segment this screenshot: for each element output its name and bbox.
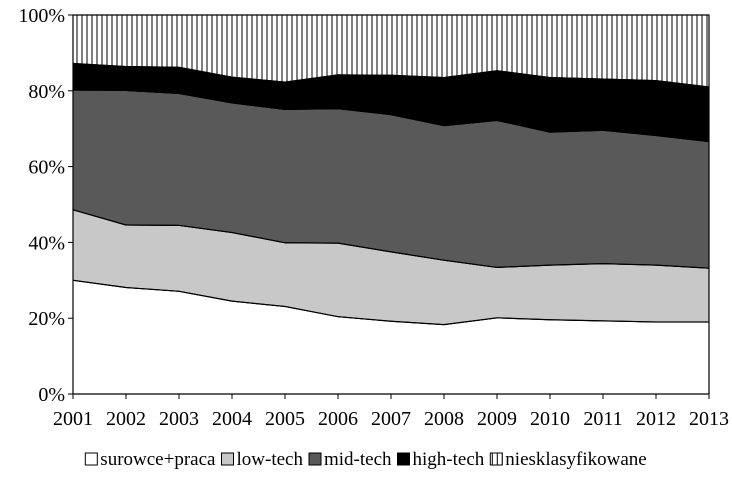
y-tick-label: 80%: [28, 81, 65, 103]
x-tick-label: 2005: [265, 408, 305, 430]
x-tick-label: 2006: [318, 408, 358, 430]
legend-item: mid-tech: [308, 449, 392, 470]
legend-swatch: [397, 452, 410, 466]
legend-swatch: [489, 452, 503, 466]
x-tick-labels: 2001 2002 2003 2004 2005 2006 2007 2008 2009 2010…: [53, 408, 729, 430]
x-tick-label: 2001: [53, 408, 93, 430]
legend-label: mid-tech: [324, 449, 392, 470]
x-tick-label: 2010: [530, 408, 570, 430]
y-tick-label: 40%: [28, 232, 65, 254]
legend-swatch: [221, 452, 234, 466]
series-boundary-line: [72, 62, 710, 88]
legend-item: surowce+praca: [84, 449, 216, 470]
legend-label: high-tech: [413, 449, 485, 470]
axes-layer: [68, 14, 710, 399]
legend-label: low-tech: [237, 449, 304, 470]
legend-item: high-tech: [397, 449, 485, 470]
x-tick-label: 2004: [212, 408, 252, 430]
x-tick-label: 2008: [424, 408, 464, 430]
areas-layer: [72, 14, 710, 395]
series-boundary-line: [72, 89, 710, 143]
x-tick-label: 2009: [477, 408, 517, 430]
x-tick-label: 2002: [106, 408, 146, 430]
legend-swatch: [84, 452, 98, 466]
x-tick-label: 2011: [583, 408, 622, 430]
x-tick-label: 2012: [636, 408, 676, 430]
y-tick-labels: 0% 20% 40% 60% 80% 100%: [18, 5, 65, 406]
legend: surowce+praca low-tech mid-tech high-tech ni…: [84, 449, 647, 470]
y-tick-label: 60%: [28, 157, 65, 179]
legend-label: surowce+praca: [100, 449, 216, 470]
y-tick-label: 100%: [18, 5, 65, 27]
legend-item: niesklasyfikowane: [489, 449, 647, 470]
y-tick-label: 0%: [38, 384, 65, 406]
series-boundary-line: [72, 209, 710, 269]
x-tick-label: 2013: [689, 408, 729, 430]
legend-item: low-tech: [221, 449, 304, 470]
x-tick-label: 2007: [371, 408, 411, 430]
x-tick-label: 2003: [159, 408, 199, 430]
y-tick-label: 20%: [28, 308, 65, 330]
legend-swatch: [308, 452, 322, 466]
legend-label: niesklasyfikowane: [505, 449, 646, 470]
series-boundary-line: [72, 279, 709, 326]
